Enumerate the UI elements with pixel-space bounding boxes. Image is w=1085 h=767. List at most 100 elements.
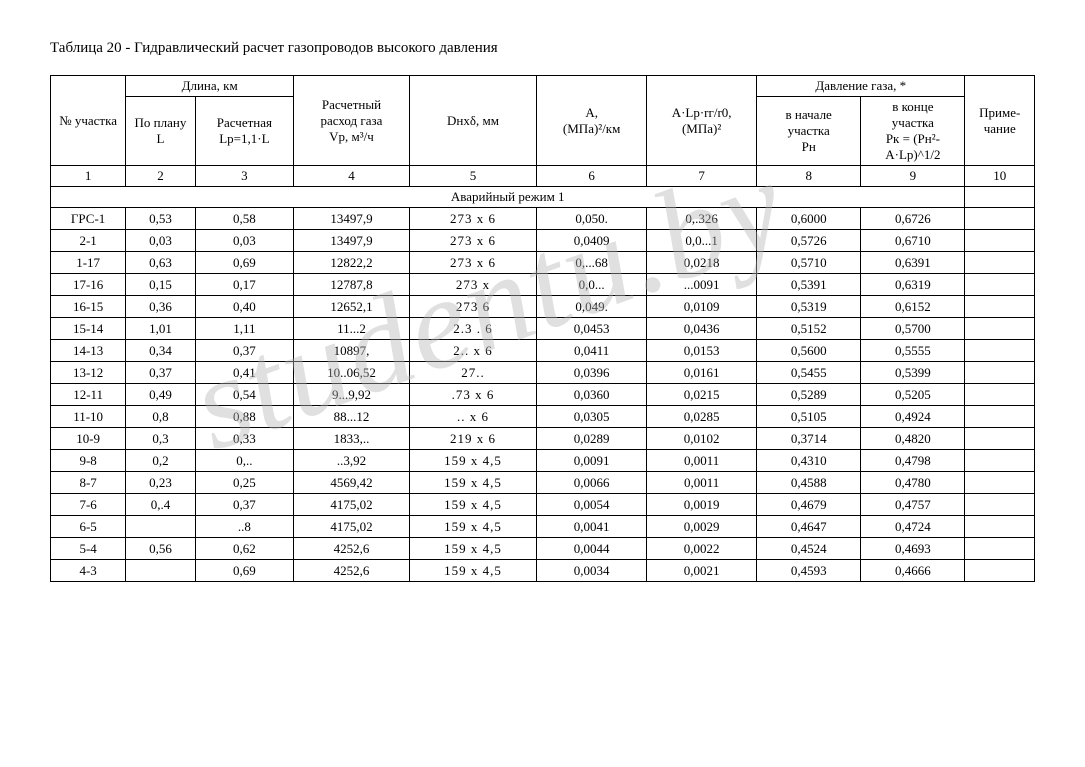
table-cell: 0,5600 <box>757 340 861 362</box>
table-cell: 4175,02 <box>294 516 410 538</box>
table-row: 8-70,230,254569,42159 х 4,50,00660,00110… <box>51 472 1035 494</box>
table-cell: 2.3 . 6 <box>409 318 536 340</box>
table-cell: 0,6152 <box>861 296 965 318</box>
table-row: 12-110,490,549...9,92.73 х 60,03600,0215… <box>51 384 1035 406</box>
table-cell: 159 х 4,5 <box>409 450 536 472</box>
table-cell: 0,5152 <box>757 318 861 340</box>
column-number-row: 1 2 3 4 5 6 7 8 9 10 <box>51 166 1035 187</box>
table-cell: 4252,6 <box>294 538 410 560</box>
section-label: Аварийный режим 1 <box>51 187 965 208</box>
table-cell: 15-14 <box>51 318 126 340</box>
table-cell: 0,5289 <box>757 384 861 406</box>
section-header-row: Аварийный режим 1 <box>51 187 1035 208</box>
col-num-2: 2 <box>126 166 195 187</box>
page-title: Таблица 20 - Гидравлический расчет газоп… <box>50 40 1035 57</box>
table-cell: 10..06,52 <box>294 362 410 384</box>
table-cell: 0,0054 <box>537 494 647 516</box>
table-cell: 0,53 <box>126 208 195 230</box>
table-cell: 0,0021 <box>647 560 757 582</box>
table-cell: 0,5726 <box>757 230 861 252</box>
col-num-9: 9 <box>861 166 965 187</box>
table-cell: 159 х 4,5 <box>409 494 536 516</box>
table-cell: 159 х 4,5 <box>409 560 536 582</box>
table-cell: 0,0011 <box>647 472 757 494</box>
table-cell <box>126 516 195 538</box>
table-row: 4-30,694252,6159 х 4,50,00340,00210,4593… <box>51 560 1035 582</box>
col-num-4: 4 <box>294 166 410 187</box>
table-cell: 6-5 <box>51 516 126 538</box>
table-cell: 0,0034 <box>537 560 647 582</box>
table-cell: 0,17 <box>195 274 293 296</box>
table-cell <box>126 560 195 582</box>
col-num-6: 6 <box>537 166 647 187</box>
table-cell <box>965 450 1035 472</box>
table-cell: 273 6 <box>409 296 536 318</box>
table-cell: 2.. х 6 <box>409 340 536 362</box>
table-cell: 9...9,92 <box>294 384 410 406</box>
header-length-group: Длина, км <box>126 76 294 97</box>
header-diameter: Dнхδ, мм <box>409 76 536 166</box>
table-cell: 0,03 <box>126 230 195 252</box>
table-cell: 7-6 <box>51 494 126 516</box>
table-cell: 0,...68 <box>537 252 647 274</box>
col-num-3: 3 <box>195 166 293 187</box>
table-cell: 0,0041 <box>537 516 647 538</box>
table-cell: 0,0011 <box>647 450 757 472</box>
table-cell: 0,0153 <box>647 340 757 362</box>
table-row: 6-5..84175,02159 х 4,50,00410,00290,4647… <box>51 516 1035 538</box>
table-cell <box>965 252 1035 274</box>
table-cell: 0,37 <box>126 362 195 384</box>
table-cell: 11-10 <box>51 406 126 428</box>
table-cell <box>965 516 1035 538</box>
table-cell: 0,4780 <box>861 472 965 494</box>
table-row: 14-130,340,3710897,2.. х 60,04110,01530,… <box>51 340 1035 362</box>
header-note: Приме-чание <box>965 76 1035 166</box>
table-cell: 0,4924 <box>861 406 965 428</box>
table-row: 2-10,030,0313497,9273 х 60,04090,0...10,… <box>51 230 1035 252</box>
table-row: 9-80,20,....3,92159 х 4,50,00910,00110,4… <box>51 450 1035 472</box>
table-cell: 1833,.. <box>294 428 410 450</box>
table-cell: 159 х 4,5 <box>409 516 536 538</box>
table-cell: 0,37 <box>195 494 293 516</box>
table-cell: 0,58 <box>195 208 293 230</box>
table-cell: 0,0409 <box>537 230 647 252</box>
table-cell: 0,5399 <box>861 362 965 384</box>
table-cell: 0,5710 <box>757 252 861 274</box>
table-cell: 0,40 <box>195 296 293 318</box>
table-cell: 0,0109 <box>647 296 757 318</box>
col-num-10: 10 <box>965 166 1035 187</box>
table-row: 13-120,370,4110..06,5227..0,03960,01610,… <box>51 362 1035 384</box>
table-cell: .. х 6 <box>409 406 536 428</box>
table-cell: 12787,8 <box>294 274 410 296</box>
table-cell <box>965 494 1035 516</box>
table-cell: ..8 <box>195 516 293 538</box>
table-cell: 0,6319 <box>861 274 965 296</box>
header-section-number: № участка <box>51 76 126 166</box>
table-cell: 4175,02 <box>294 494 410 516</box>
table-cell: 0,5555 <box>861 340 965 362</box>
table-cell: 159 х 4,5 <box>409 538 536 560</box>
table-cell: 273 х <box>409 274 536 296</box>
section-empty-cell <box>965 187 1035 208</box>
table-cell: 0,049. <box>537 296 647 318</box>
table-cell: 0,5391 <box>757 274 861 296</box>
col-num-8: 8 <box>757 166 861 187</box>
table-cell: 0,5319 <box>757 296 861 318</box>
col-num-7: 7 <box>647 166 757 187</box>
table-cell: 88...12 <box>294 406 410 428</box>
table-cell: 12652,1 <box>294 296 410 318</box>
table-cell: 0,0218 <box>647 252 757 274</box>
table-row: 10-90,30,331833,..219 х 60,02890,01020,3… <box>51 428 1035 450</box>
table-cell: 0,0029 <box>647 516 757 538</box>
table-cell: 0,0305 <box>537 406 647 428</box>
table-cell <box>965 560 1035 582</box>
table-row: 5-40,560,624252,6159 х 4,50,00440,00220,… <box>51 538 1035 560</box>
table-cell: 0,56 <box>126 538 195 560</box>
table-cell: 0,4666 <box>861 560 965 582</box>
table-cell: 0,6391 <box>861 252 965 274</box>
table-cell: 0,36 <box>126 296 195 318</box>
table-row: 16-150,360,4012652,1273 60,049.0,01090,5… <box>51 296 1035 318</box>
table-cell: 0,34 <box>126 340 195 362</box>
table-cell: 0,0091 <box>537 450 647 472</box>
table-cell: 0,0289 <box>537 428 647 450</box>
